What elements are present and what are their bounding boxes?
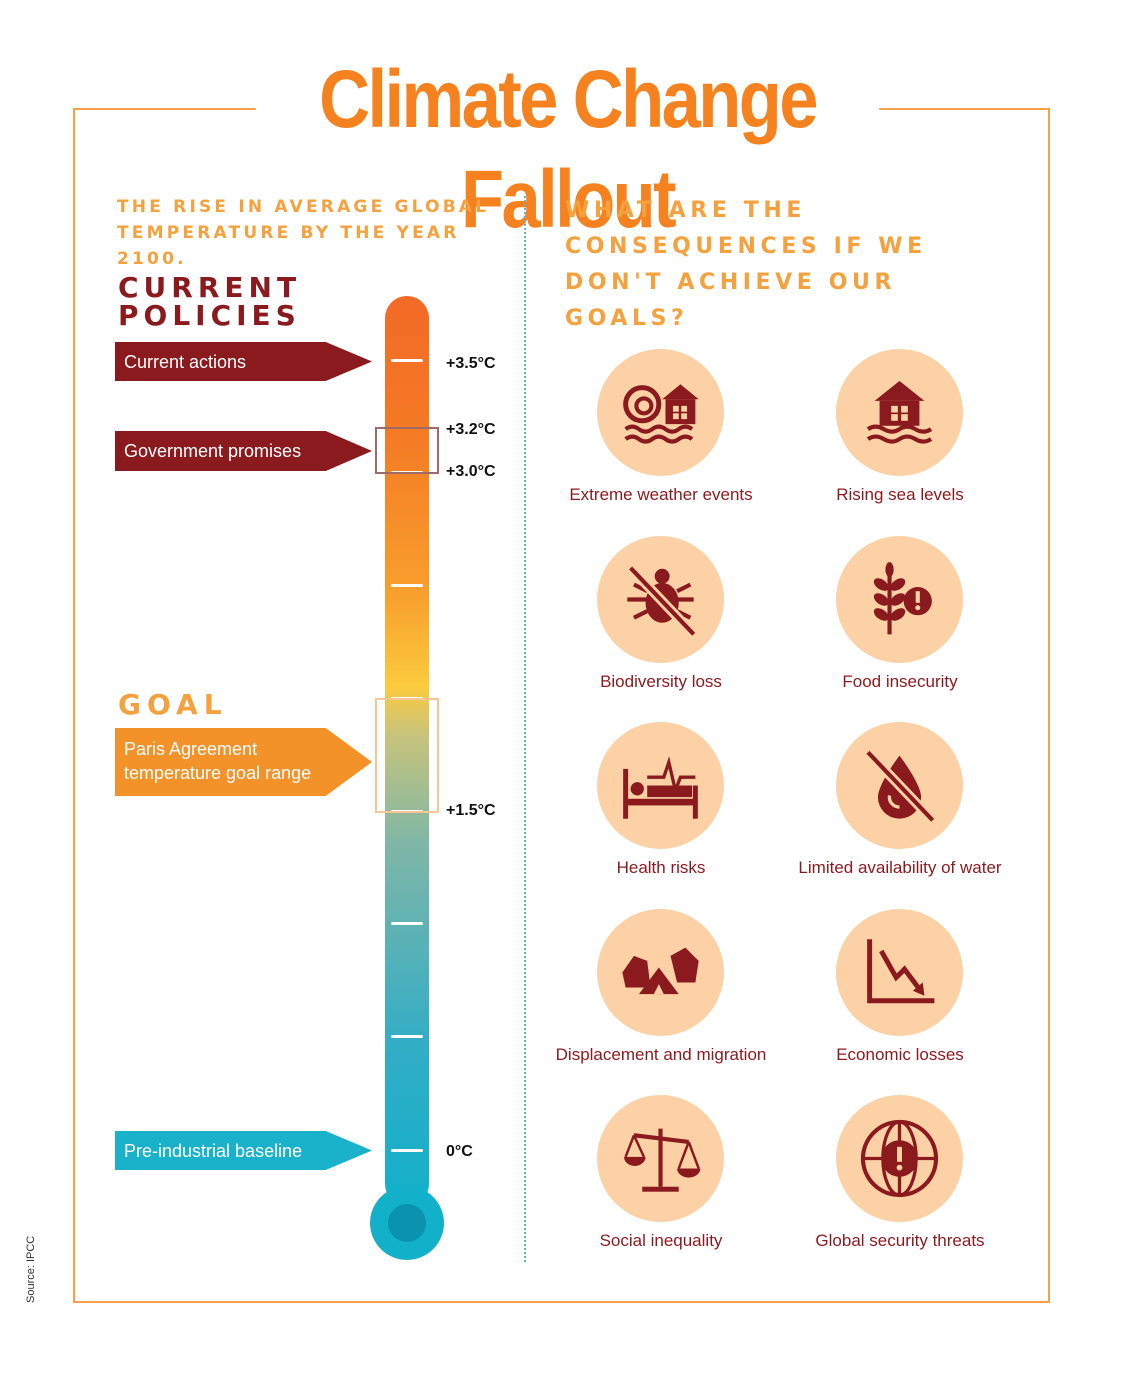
consequence-circle-health	[597, 722, 724, 849]
consequences-heading: WHAT ARE THE CONSEQUENCES IF WE DON'T AC…	[565, 198, 927, 331]
goal-range-box	[375, 698, 439, 813]
consequence-label: Food insecurity	[842, 672, 958, 691]
government-promises-label: Government promises	[124, 441, 302, 461]
tick-3-5	[391, 359, 423, 362]
crossed-bug-icon	[627, 564, 698, 638]
consequence-label: Social inequality	[599, 1231, 723, 1250]
consequence-label: Global security threats	[815, 1231, 985, 1250]
tick-0-5	[391, 1035, 423, 1038]
government-promises-arrow: Government promises	[115, 431, 372, 471]
consequence-label: Biodiversity loss	[600, 672, 722, 691]
pre-industrial-baseline-arrow: Pre-industrial baseline	[115, 1131, 372, 1170]
current-actions-label: Current actions	[124, 351, 247, 372]
thermometer-tube	[385, 296, 429, 1206]
consequence-label: Extreme weather events	[569, 485, 753, 504]
tick-0	[391, 1149, 423, 1152]
current-actions-arrow: Current actions	[115, 342, 372, 381]
crossed-drop-icon	[864, 748, 937, 824]
consequence-label: Rising sea levels	[836, 485, 964, 504]
wheat-alert-icon	[873, 562, 932, 635]
temp-label-1-5: +1.5°C	[446, 802, 496, 819]
consequence-circle-displacement	[597, 909, 724, 1036]
thermometer-bulb-core	[388, 1204, 426, 1242]
consequence-label: Limited availability of water	[798, 858, 1002, 877]
consequence-label: Displacement and migration	[555, 1045, 767, 1064]
tick-1-0	[391, 922, 423, 925]
temp-label-3-2: +3.2°C	[446, 421, 496, 438]
temp-label-0: 0°C	[446, 1143, 473, 1160]
temp-label-3-5: +3.5°C	[446, 355, 496, 372]
tick-2-5	[391, 584, 423, 587]
storm-house-icon	[623, 384, 699, 444]
temperature-heading: THE RISE IN AVERAGE GLOBAL TEMPERATURE B…	[117, 197, 490, 269]
consequence-circle-sea-levels	[836, 349, 963, 476]
tents-icon	[622, 947, 699, 995]
scales-icon	[623, 1128, 701, 1192]
consequence-label: Health risks	[616, 858, 706, 877]
consequence-circle-food	[836, 536, 963, 663]
goal-heading: GOAL	[118, 688, 228, 721]
consequence-circle-economic	[836, 909, 963, 1036]
paris-agreement-label: Paris Agreement temperature goal range	[124, 739, 312, 783]
hospital-bed-icon	[623, 756, 698, 819]
government-promises-range-box	[375, 427, 439, 474]
page-title: Climate Change Fallout	[255, 50, 880, 245]
consequence-circle-biodiversity	[597, 536, 724, 663]
column-divider	[524, 196, 526, 1262]
flooded-house-icon	[866, 380, 933, 444]
current-policies-heading: CURRENT POLICIES	[118, 271, 302, 332]
consequence-circle-inequality	[597, 1095, 724, 1222]
paris-agreement-arrow: Paris Agreement temperature goal range	[115, 728, 372, 796]
consequence-label: Economic losses	[836, 1045, 964, 1064]
consequence-circle-water	[836, 722, 963, 849]
globe-alert-icon	[860, 1119, 939, 1198]
temp-label-3-0: +3.0°C	[446, 463, 496, 480]
consequence-circle-security	[836, 1095, 963, 1222]
consequence-circle-extreme-weather	[597, 349, 724, 476]
source-note: Source: IPCC	[25, 1235, 37, 1303]
baseline-label: Pre-industrial baseline	[124, 1140, 303, 1161]
declining-chart-icon	[867, 939, 935, 1004]
